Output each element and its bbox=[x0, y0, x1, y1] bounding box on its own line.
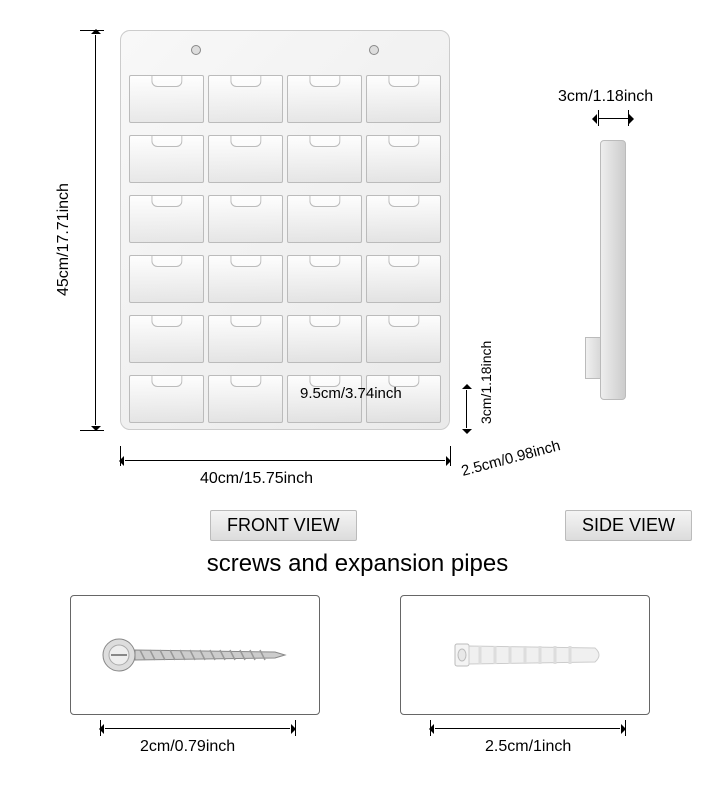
dim-label-lip: 2.5cm/0.98inch bbox=[460, 437, 563, 480]
dim-label-slot-width: 9.5cm/3.74inch bbox=[300, 385, 402, 402]
dim-label-depth: 3cm/1.18inch bbox=[558, 88, 653, 106]
anchor-icon bbox=[425, 630, 625, 680]
card-slot bbox=[208, 255, 283, 303]
anchor-box bbox=[400, 595, 650, 715]
card-slot bbox=[129, 75, 204, 123]
rack-side-view bbox=[600, 140, 626, 400]
dim-label-slot-height: 3cm/1.18inch bbox=[478, 332, 494, 432]
rack-row bbox=[129, 135, 441, 183]
card-slot bbox=[366, 195, 441, 243]
dim-arrow-height bbox=[95, 35, 96, 425]
mount-hole-icon bbox=[369, 45, 379, 55]
diagram-canvas: 45cm/17.71inch 40cm/15.75inch 9.5cm/3.74… bbox=[0, 0, 715, 800]
card-slot bbox=[208, 75, 283, 123]
dim-arrow-depth bbox=[598, 118, 628, 119]
card-slot bbox=[366, 75, 441, 123]
dim-cap bbox=[598, 110, 599, 126]
side-view-label: SIDE VIEW bbox=[565, 510, 692, 541]
card-slot bbox=[287, 315, 362, 363]
card-slot bbox=[287, 75, 362, 123]
card-slot bbox=[366, 135, 441, 183]
card-slot bbox=[366, 255, 441, 303]
dim-label-screw: 2cm/0.79inch bbox=[140, 738, 235, 756]
dim-arrow-slot-h bbox=[466, 390, 467, 428]
card-slot bbox=[208, 135, 283, 183]
rack-row bbox=[129, 195, 441, 243]
card-slot bbox=[129, 255, 204, 303]
card-slot bbox=[129, 315, 204, 363]
front-view-label: FRONT VIEW bbox=[210, 510, 357, 541]
rack-row bbox=[129, 315, 441, 363]
dim-cap bbox=[628, 110, 629, 126]
dim-arrow-screw bbox=[105, 728, 290, 729]
screw-box bbox=[70, 595, 320, 715]
card-slot bbox=[287, 135, 362, 183]
rack-row bbox=[129, 255, 441, 303]
card-slot bbox=[208, 315, 283, 363]
card-slot bbox=[287, 255, 362, 303]
dim-label-height: 45cm/17.71inch bbox=[55, 150, 73, 330]
card-slot bbox=[287, 195, 362, 243]
card-slot bbox=[208, 375, 283, 423]
dim-label-width: 40cm/15.75inch bbox=[200, 470, 313, 488]
screw-icon bbox=[95, 630, 295, 680]
card-slot bbox=[208, 195, 283, 243]
rack-row bbox=[129, 75, 441, 123]
dim-label-anchor: 2.5cm/1inch bbox=[485, 738, 571, 756]
dim-arrow-width bbox=[125, 460, 445, 461]
rack-front-view bbox=[120, 30, 450, 430]
dim-arrow-anchor bbox=[435, 728, 620, 729]
card-slot bbox=[129, 195, 204, 243]
card-slot bbox=[366, 315, 441, 363]
mount-hole-icon bbox=[191, 45, 201, 55]
hardware-title: screws and expansion pipes bbox=[0, 550, 715, 578]
card-slot bbox=[129, 135, 204, 183]
card-slot bbox=[129, 375, 204, 423]
